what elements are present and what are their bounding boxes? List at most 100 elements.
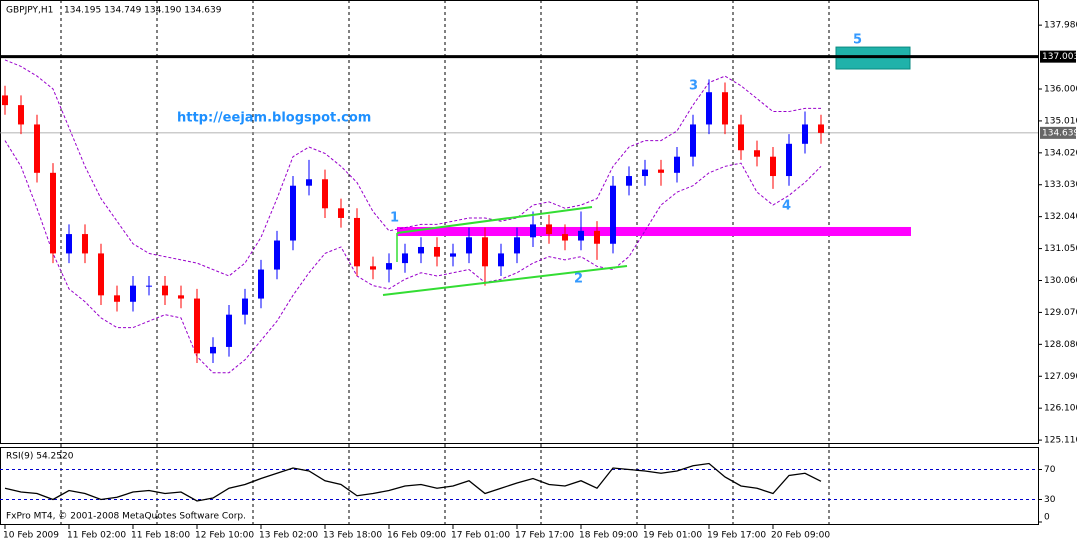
y-tick-label: 130.060	[1044, 276, 1077, 286]
candle-body	[802, 124, 808, 144]
x-tick-label: 19 Feb 17:00	[707, 531, 766, 541]
rsi-title: RSI(9) 54.2520	[6, 452, 74, 462]
candle-body	[674, 156, 680, 173]
level-box	[1040, 50, 1076, 63]
candle-body	[770, 156, 776, 177]
x-tick-label: 17 Feb 01:00	[451, 531, 510, 541]
y-tick-label: 132.040	[1044, 212, 1077, 222]
candle-body	[18, 105, 24, 125]
candle-body	[274, 240, 280, 270]
y-tick-label: 127.090	[1044, 372, 1077, 382]
candle-body	[642, 169, 648, 177]
x-tick-label: 12 Feb 10:00	[195, 531, 254, 541]
candle-body	[98, 253, 104, 296]
x-tick-label: 19 Feb 01:00	[643, 531, 702, 541]
rsi-tick-label: 70	[1044, 465, 1056, 475]
current-price-box	[1040, 126, 1076, 139]
bollinger-band	[4, 59, 821, 277]
candle-body	[498, 253, 504, 267]
y-tick-label: 128.080	[1044, 340, 1077, 350]
y-tick-label: 137.980	[1044, 21, 1077, 31]
candle-body	[210, 346, 216, 354]
annotation: 4	[782, 199, 791, 214]
candle-body	[242, 298, 248, 315]
candle-body	[194, 298, 200, 354]
candle-body	[578, 230, 584, 241]
candle-body	[34, 124, 40, 173]
rsi-line	[4, 462, 822, 502]
candle-body	[258, 269, 264, 299]
watermark: http://eejam.blogspot.com	[177, 111, 371, 126]
annotation: 1	[390, 211, 399, 226]
x-tick-label: 13 Feb 02:00	[259, 531, 318, 541]
y-tick-label: 131.050	[1044, 244, 1077, 254]
candle-body	[754, 150, 760, 157]
candle-body	[690, 124, 696, 157]
candle-body	[786, 143, 792, 177]
x-tick-label: 16 Feb 09:00	[387, 531, 446, 541]
x-tick-label: 17 Feb 17:00	[515, 531, 574, 541]
candle-body	[370, 266, 376, 270]
candle-body	[610, 185, 616, 244]
annotation: 5	[853, 33, 862, 48]
candle-body	[546, 224, 552, 235]
rsi-tick-label: 30	[1044, 495, 1056, 505]
candle-body	[386, 263, 392, 270]
candle-body	[706, 92, 712, 125]
candle-body	[2, 95, 8, 106]
x-tick-label: 11 Feb 02:00	[67, 531, 126, 541]
candle-body	[402, 253, 408, 264]
candle-body	[66, 234, 72, 254]
x-tick-label: 10 Feb 2009	[3, 531, 59, 541]
candle-body	[130, 285, 136, 302]
candle-body	[562, 234, 568, 241]
candle-body	[722, 92, 728, 125]
rsi-panel	[0, 447, 1039, 525]
channel-upper	[396, 206, 593, 234]
candle-body	[146, 285, 152, 287]
channel-lower	[382, 265, 628, 296]
candle-body	[178, 295, 184, 299]
candle-body	[226, 314, 232, 347]
bollinger-band	[4, 140, 822, 374]
support-zone	[397, 226, 911, 237]
candle-body	[290, 185, 296, 241]
x-tick-label: 11 Feb 18:00	[131, 531, 190, 541]
candle-body	[530, 224, 536, 238]
y-tick-label: 134.020	[1044, 148, 1077, 158]
level-label: 137.003	[1042, 52, 1077, 62]
candle-body	[354, 217, 360, 267]
copyright: FxPro MT4, © 2001-2008 MetaQuotes Softwa…	[6, 512, 246, 522]
y-tick-label: 135.010	[1044, 116, 1077, 126]
x-tick-label: 18 Feb 09:00	[579, 531, 638, 541]
candle-body	[82, 234, 88, 254]
annotation: 3	[689, 79, 698, 94]
candle-body	[594, 230, 600, 244]
y-tick-label: 136.000	[1044, 84, 1077, 94]
candle-body	[514, 237, 520, 254]
candle-body	[50, 172, 56, 254]
main-panel	[0, 0, 1039, 444]
ohlc-text: 134.195 134.749 134.190 134.639	[64, 6, 222, 16]
candle-body	[626, 176, 632, 186]
candle-body	[466, 237, 472, 254]
y-tick-label: 125.110	[1044, 436, 1077, 446]
candle-body	[338, 208, 344, 218]
x-tick-label: 20 Feb 09:00	[771, 531, 830, 541]
rsi-tick-label: 0	[1044, 513, 1050, 523]
candle-body	[322, 179, 328, 209]
candle-body	[450, 253, 456, 257]
candle-body	[306, 179, 312, 186]
candle-body	[162, 285, 168, 296]
candle-body	[658, 169, 664, 173]
candle-body	[418, 246, 424, 254]
candle-body	[482, 237, 488, 267]
y-tick-label: 126.100	[1044, 404, 1077, 414]
candle-body	[434, 246, 440, 257]
candle-body	[818, 124, 824, 133]
current-price-label: 134.639	[1042, 128, 1077, 138]
annotation: 2	[574, 272, 583, 287]
